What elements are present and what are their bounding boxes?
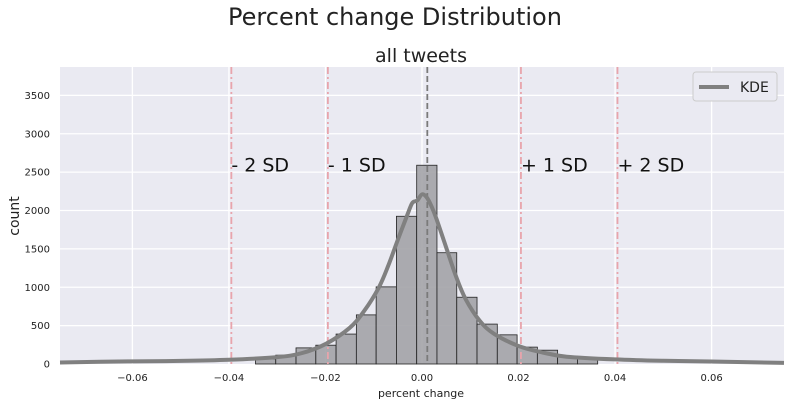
x-tick-label: −0.04 [214, 373, 245, 384]
x-tick-label: 0.04 [604, 373, 626, 384]
y-tick-label: 3500 [25, 91, 50, 102]
x-tick-label: 0.06 [700, 373, 722, 384]
sd-annotations: - 2 SD - 1 SD + 1 SD + 2 SD [231, 154, 684, 176]
histogram-bar [456, 296, 478, 365]
legend: KDE [692, 71, 778, 102]
x-tick-label: 0.02 [507, 373, 529, 384]
y-tick-label: 1500 [25, 244, 50, 255]
chart-title: all tweets [375, 45, 467, 67]
tick-labels: −0.06 −0.04 −0.02 0.00 0.02 0.04 0.06 0 500 1000 1… [25, 91, 723, 384]
y-tick-label: 0 [44, 360, 50, 371]
legend-kde-label: KDE [740, 80, 769, 96]
x-tick-label: −0.02 [310, 373, 341, 384]
y-tick-label: 2500 [25, 168, 50, 179]
histogram-bar [335, 333, 357, 365]
histogram-bar [355, 314, 377, 365]
sd-annotation: - 2 SD [231, 154, 289, 176]
sd-annotation: + 1 SD [521, 154, 588, 176]
x-tick-label: 0.00 [411, 373, 433, 384]
reference-lines [230, 67, 619, 364]
histogram-bars [255, 164, 599, 365]
x-tick-label: −0.06 [117, 373, 148, 384]
y-axis-label: count [7, 196, 23, 236]
y-tick-label: 1000 [25, 283, 50, 294]
y-tick-label: 3000 [25, 129, 50, 140]
kde-layer [59, 192, 785, 365]
chart-suptitle: Percent change Distribution [228, 3, 562, 31]
y-tick-label: 2000 [25, 206, 50, 217]
kde-line [59, 192, 785, 365]
y-tick-label: 500 [31, 321, 50, 332]
sd-annotation: + 2 SD [617, 154, 684, 176]
sd-annotation: - 1 SD [328, 154, 386, 176]
histogram-bar [375, 286, 397, 365]
x-axis-label: percent change [378, 387, 464, 400]
legend-box [692, 71, 778, 102]
